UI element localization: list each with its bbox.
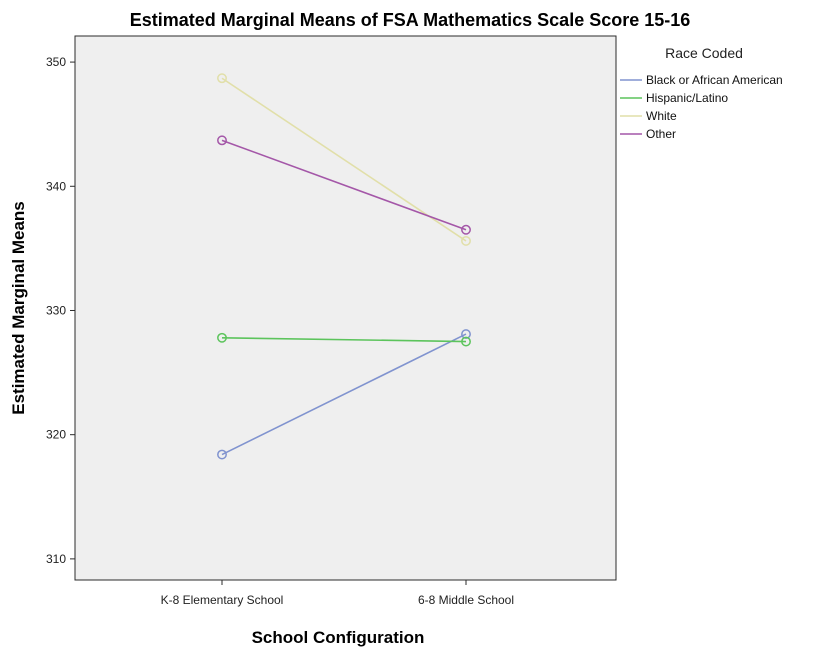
series-1 — [217, 332, 471, 347]
data-point — [461, 329, 471, 340]
data-point — [217, 449, 227, 460]
x-axis-title: School Configuration — [252, 628, 425, 647]
x-axis: K-8 Elementary School 6-8 Middle School — [161, 580, 514, 607]
data-point — [217, 73, 227, 84]
series-layer — [217, 73, 471, 460]
legend-item-label: Black or African American — [646, 73, 783, 87]
y-tick-label: 310 — [46, 552, 66, 566]
data-point — [461, 235, 471, 246]
legend-item-label: Other — [646, 127, 676, 141]
legend: Race Coded Black or African American Hisp… — [620, 45, 783, 141]
y-tick-label: 330 — [46, 303, 66, 317]
series-line — [221, 337, 467, 343]
y-axis-title: Estimated Marginal Means — [9, 201, 28, 415]
y-tick-label: 340 — [46, 179, 66, 193]
series-line — [221, 77, 467, 242]
y-tick-label: 320 — [46, 428, 66, 442]
series-line — [221, 333, 467, 456]
data-point — [461, 336, 471, 347]
y-tick-label: 350 — [46, 55, 66, 69]
data-point — [461, 224, 471, 235]
x-tick-label: 6-8 Middle School — [418, 593, 514, 607]
series-0 — [217, 329, 471, 460]
data-point — [217, 332, 227, 343]
legend-item-label: Hispanic/Latino — [646, 91, 728, 105]
plot-area — [74, 35, 617, 581]
legend-item-label: White — [646, 109, 677, 123]
series-3 — [217, 135, 471, 235]
series-line — [221, 139, 467, 231]
data-point — [217, 135, 227, 146]
chart-title: Estimated Marginal Means of FSA Mathemat… — [130, 10, 691, 30]
y-axis: 310 320 330 340 350 — [46, 55, 75, 566]
x-tick-label: K-8 Elementary School — [161, 593, 284, 607]
series-2 — [217, 73, 471, 246]
legend-title: Race Coded — [665, 45, 743, 61]
